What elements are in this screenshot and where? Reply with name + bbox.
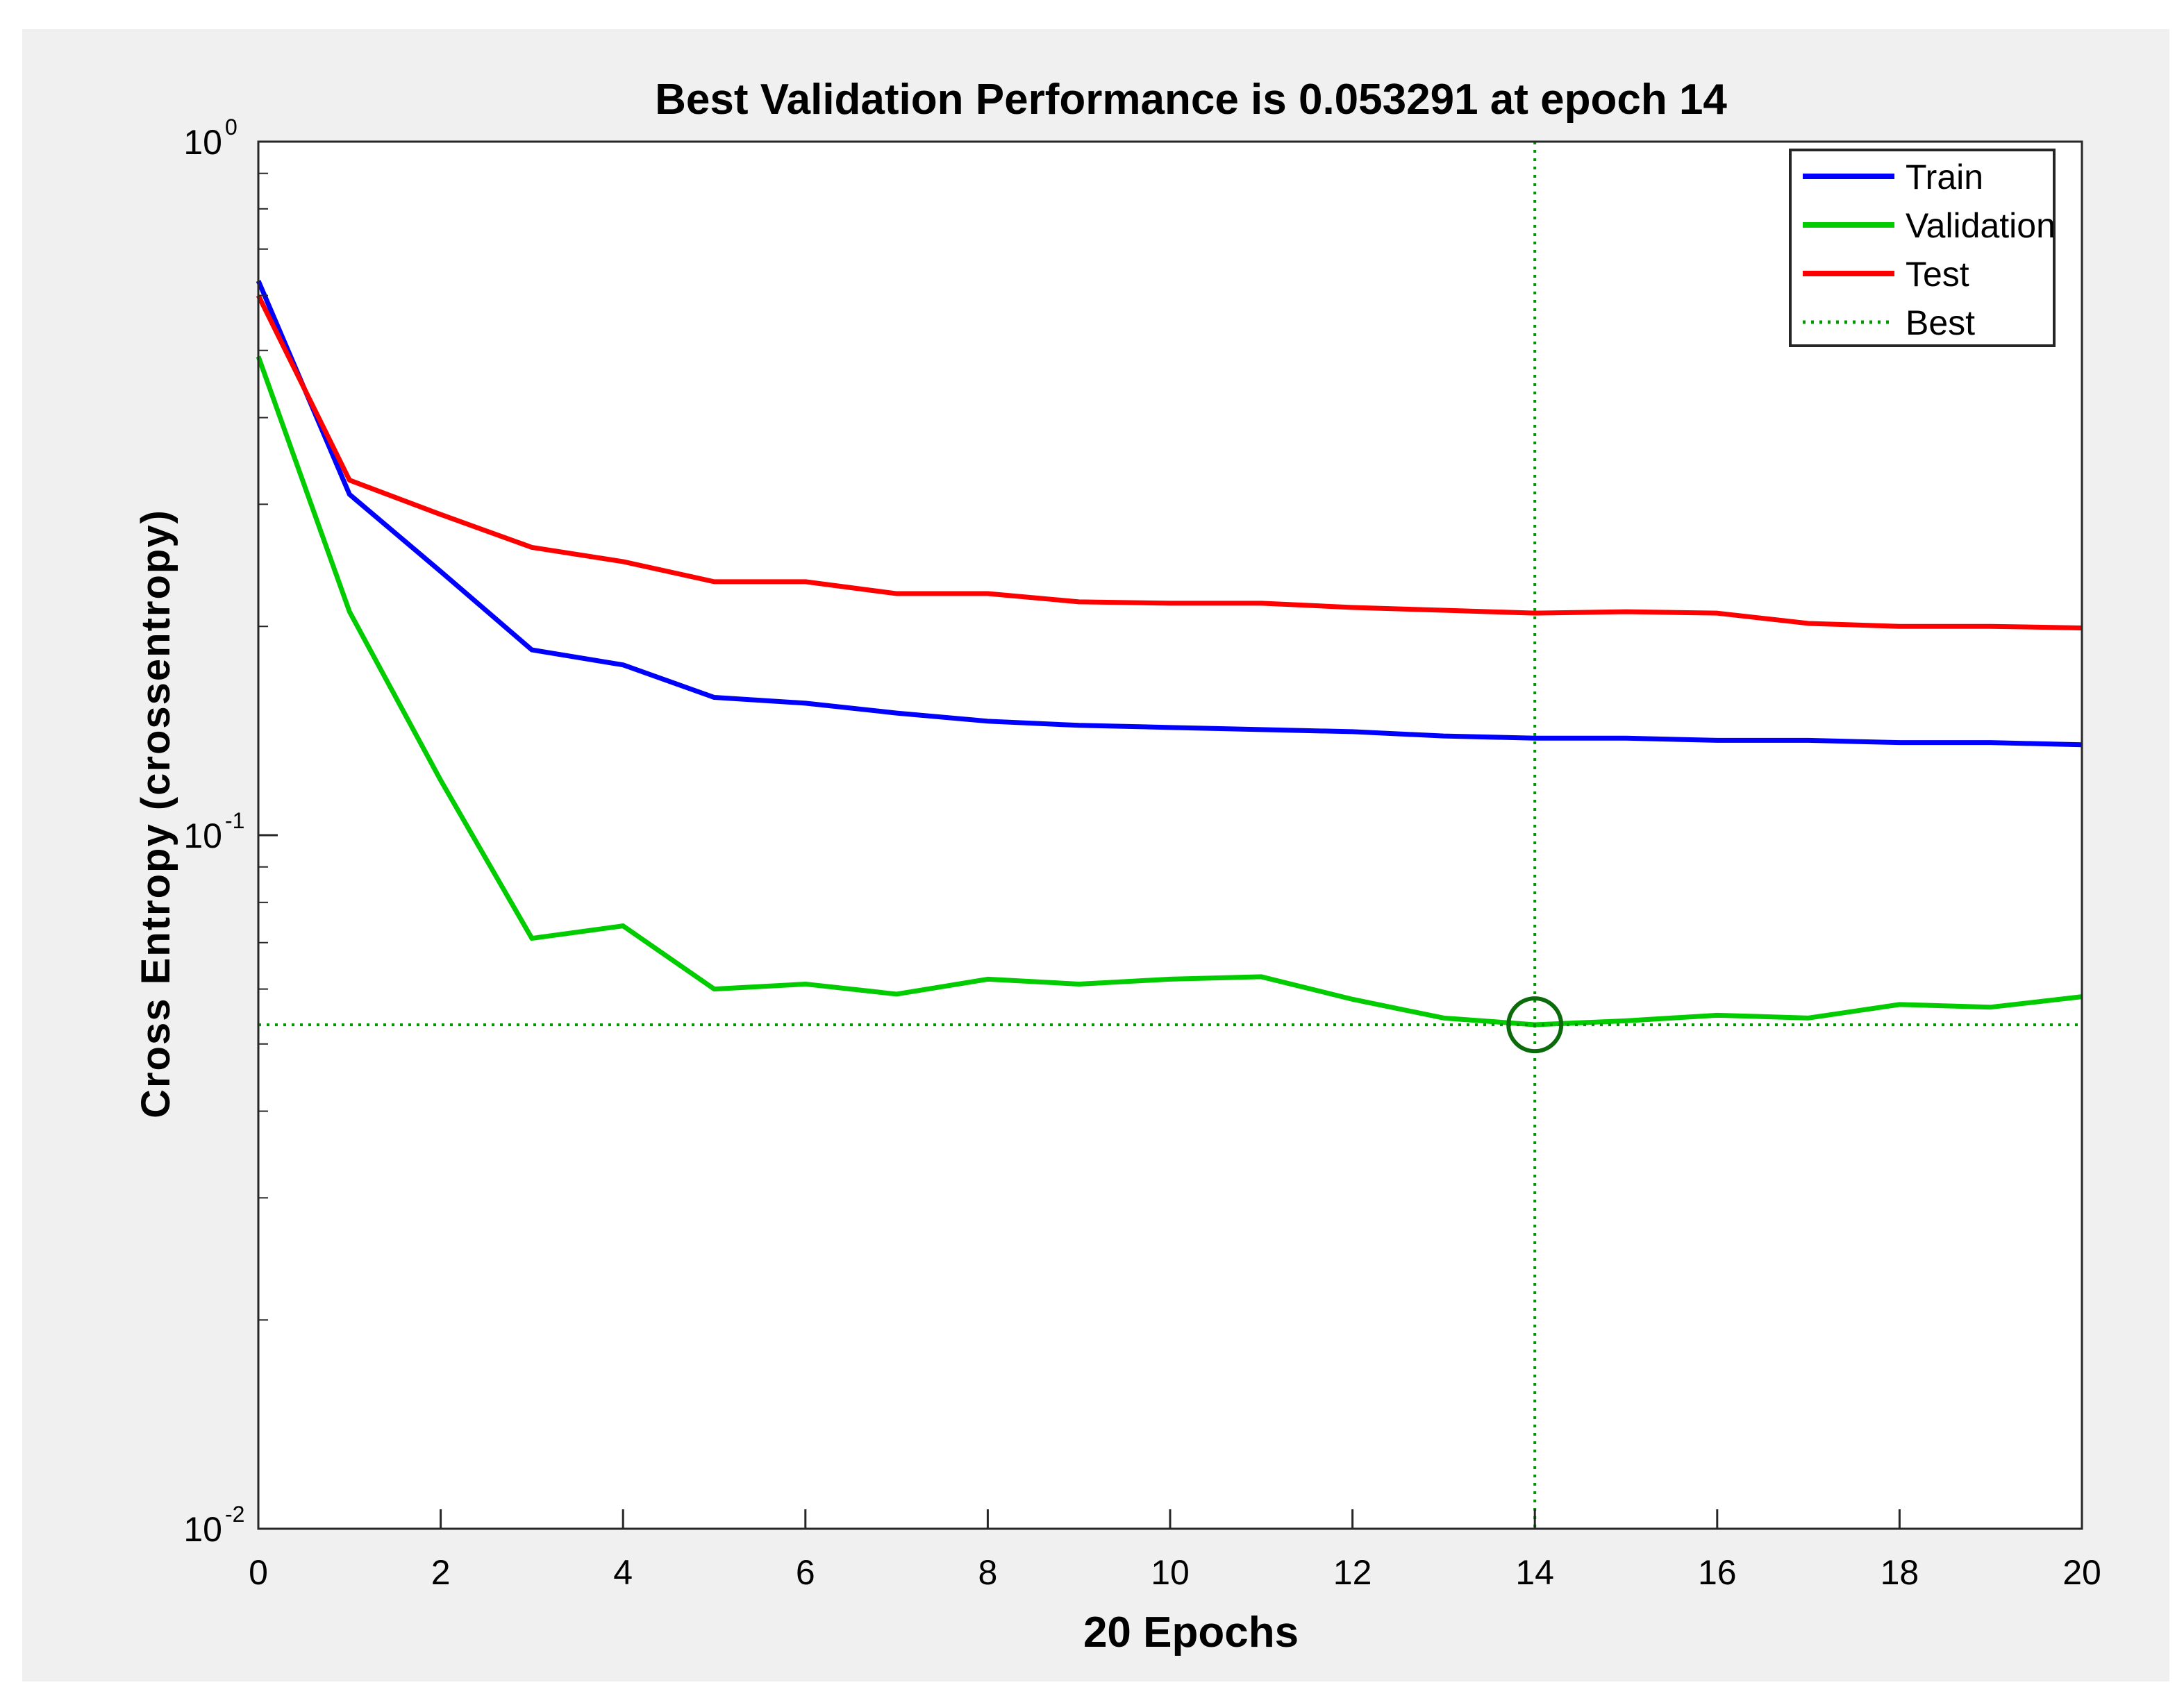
x-tick-label: 10 [1151, 1553, 1190, 1592]
series-lines [256, 280, 2083, 1027]
y-tick-exponent: 0 [225, 115, 237, 140]
chart-title: Best Validation Performance is 0.053291 … [655, 76, 1727, 124]
x-tick-label: 6 [796, 1553, 815, 1592]
series-line-test [256, 294, 2083, 630]
legend-box [1789, 149, 2056, 347]
y-tick-label: 10 [183, 816, 222, 855]
figure-frame: 0 2 4 6 8 10 12 14 16 18 20 10 0 10 -1 10 -2 Best Valida… [22, 29, 2169, 1681]
x-tick-label: 18 [1881, 1553, 1919, 1592]
x-tick-label: 2 [431, 1553, 451, 1592]
x-tick-label: 14 [1515, 1553, 1554, 1592]
y-tick-exponent: -2 [225, 1502, 244, 1527]
legend: Train Validation Test Best [1789, 149, 2056, 347]
x-tick-label: 8 [978, 1553, 997, 1592]
x-tick-label: 16 [1698, 1553, 1737, 1592]
x-tick-label: 4 [613, 1553, 633, 1592]
y-tick-label: 10 [183, 123, 222, 162]
x-tick-label: 12 [1333, 1553, 1372, 1592]
x-tick-label: 0 [249, 1553, 268, 1592]
y-tick-label: 10 [183, 1510, 222, 1549]
y-axis-label: Cross Entropy (crossentropy) [133, 509, 178, 1118]
y-tick-exponent: -1 [225, 808, 244, 833]
legend-label-validation: Validation [1906, 206, 2056, 245]
series-line-validation [256, 355, 2083, 1027]
x-tick-label: 20 [2062, 1553, 2101, 1592]
best-point-marker [1506, 996, 1564, 1054]
best-markers [258, 142, 2082, 1529]
plot-area [258, 142, 2082, 1529]
series-line-train [256, 280, 2083, 748]
legend-label-train: Train [1906, 158, 1983, 196]
legend-label-test: Test [1906, 255, 1969, 294]
x-axis-label: 20 Epochs [1083, 1609, 1299, 1656]
legend-label-best: Best [1906, 303, 1975, 342]
